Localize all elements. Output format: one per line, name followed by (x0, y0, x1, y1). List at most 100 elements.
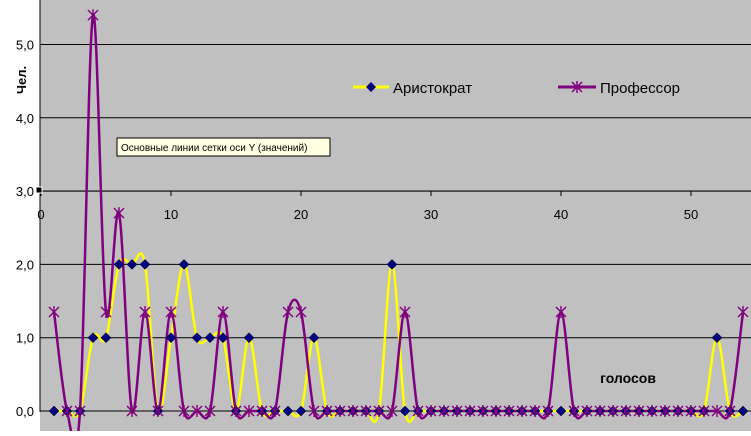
series (48, 9, 749, 436)
data-point-asterisk (425, 405, 437, 417)
y-tick-label: 1,0 (16, 331, 34, 346)
data-point-asterisk (412, 405, 424, 417)
data-point-asterisk (308, 405, 320, 417)
data-point-asterisk (542, 405, 554, 417)
data-point-asterisk (438, 405, 450, 417)
data-point-asterisk (633, 405, 645, 417)
tooltip: Основные линии сетки оси Y (значений) (116, 137, 331, 157)
data-point-diamond (711, 332, 723, 344)
data-point-asterisk (503, 405, 515, 417)
tooltip-text: Основные линии сетки оси Y (значений) (121, 143, 307, 154)
data-point-asterisk (607, 405, 619, 417)
data-point-diamond (87, 332, 99, 344)
data-point-asterisk (555, 306, 567, 319)
data-point-asterisk (386, 405, 398, 417)
data-point-diamond (48, 405, 60, 417)
data-point-asterisk (74, 405, 86, 417)
data-point-asterisk (581, 405, 593, 417)
data-point-asterisk (48, 306, 60, 319)
data-point-asterisk (165, 306, 177, 319)
data-point-asterisk (594, 405, 606, 417)
data-point-asterisk (243, 405, 255, 417)
legend: Аристократ Профессор (353, 80, 680, 97)
x-tick-labels: 0 10 20 30 40 50 (37, 191, 698, 222)
data-point-asterisk (347, 405, 359, 417)
data-point-diamond (204, 332, 216, 344)
y-tick-label: 0,0 (16, 404, 34, 419)
y-axis-title: Чел. (14, 66, 29, 94)
data-point-asterisk (204, 405, 216, 417)
data-point-asterisk (360, 405, 372, 417)
x-tick-label: 50 (684, 207, 698, 222)
data-point-asterisk (100, 306, 112, 319)
data-point-asterisk (61, 405, 73, 417)
x-axis-title: голосов (600, 370, 656, 386)
data-point-diamond (399, 405, 411, 417)
selection-handle[interactable] (35, 186, 43, 194)
data-point-diamond (386, 259, 398, 270)
data-point-asterisk (282, 306, 294, 319)
data-point-asterisk (711, 405, 723, 417)
data-point-diamond (191, 332, 203, 344)
data-point-asterisk (399, 306, 411, 319)
x-tick-label: 0 (37, 207, 44, 222)
data-point-asterisk (620, 405, 632, 417)
data-point-diamond (139, 259, 151, 270)
legend-professor-marker (571, 81, 583, 93)
legend-aristokrat-marker (366, 82, 376, 92)
data-point-diamond (100, 332, 112, 344)
y-tick-label: 2,0 (16, 257, 34, 272)
y-tick-labels: 0,0 1,0 2,0 3,0 4,0 5,0 (16, 38, 34, 420)
data-point-diamond (113, 259, 125, 270)
data-point-asterisk (737, 306, 749, 319)
legend-aristokrat-label: Аристократ (393, 80, 472, 97)
data-point-asterisk (672, 405, 684, 417)
y-tick-label: 5,0 (16, 38, 34, 53)
data-point-diamond (295, 405, 307, 417)
data-point-diamond (126, 259, 138, 270)
data-point-asterisk (568, 405, 580, 417)
data-point-asterisk (451, 405, 463, 417)
data-point-diamond (555, 405, 567, 417)
data-point-asterisk (191, 405, 203, 417)
data-point-asterisk (256, 405, 268, 417)
data-point-diamond (178, 259, 190, 270)
data-point-asterisk (464, 405, 476, 417)
x-tick-label: 40 (554, 207, 568, 222)
data-point-asterisk (516, 405, 528, 417)
data-point-asterisk (230, 405, 242, 417)
data-point-asterisk (724, 405, 736, 417)
data-point-asterisk (334, 405, 346, 417)
data-point-diamond (243, 332, 255, 344)
legend-professor-label: Профессор (600, 80, 680, 97)
data-point-asterisk (139, 306, 151, 319)
data-point-asterisk (685, 405, 697, 417)
data-point-asterisk (490, 405, 502, 417)
data-point-diamond (737, 405, 749, 417)
data-point-asterisk (646, 405, 658, 417)
x-tick-label: 30 (424, 207, 438, 222)
data-point-asterisk (659, 405, 671, 417)
data-point-asterisk (217, 306, 229, 319)
data-point-diamond (217, 332, 229, 344)
x-tick-label: 20 (294, 207, 308, 222)
data-point-asterisk (698, 405, 710, 417)
data-point-asterisk (373, 405, 385, 417)
data-point-asterisk (295, 306, 307, 319)
data-point-diamond (282, 405, 294, 417)
y-tick-label: 3,0 (16, 184, 34, 199)
data-point-asterisk (152, 405, 164, 417)
data-point-diamond (308, 332, 320, 344)
tooltip-box (116, 137, 331, 157)
data-point-asterisk (178, 405, 190, 417)
data-point-asterisk (269, 405, 281, 417)
data-point-asterisk (87, 9, 99, 22)
data-point-asterisk (477, 405, 489, 417)
data-point-asterisk (113, 207, 125, 220)
data-point-asterisk (321, 405, 333, 417)
x-tick-label: 10 (164, 207, 178, 222)
plot-area (40, 0, 751, 431)
data-point-asterisk (126, 405, 138, 417)
